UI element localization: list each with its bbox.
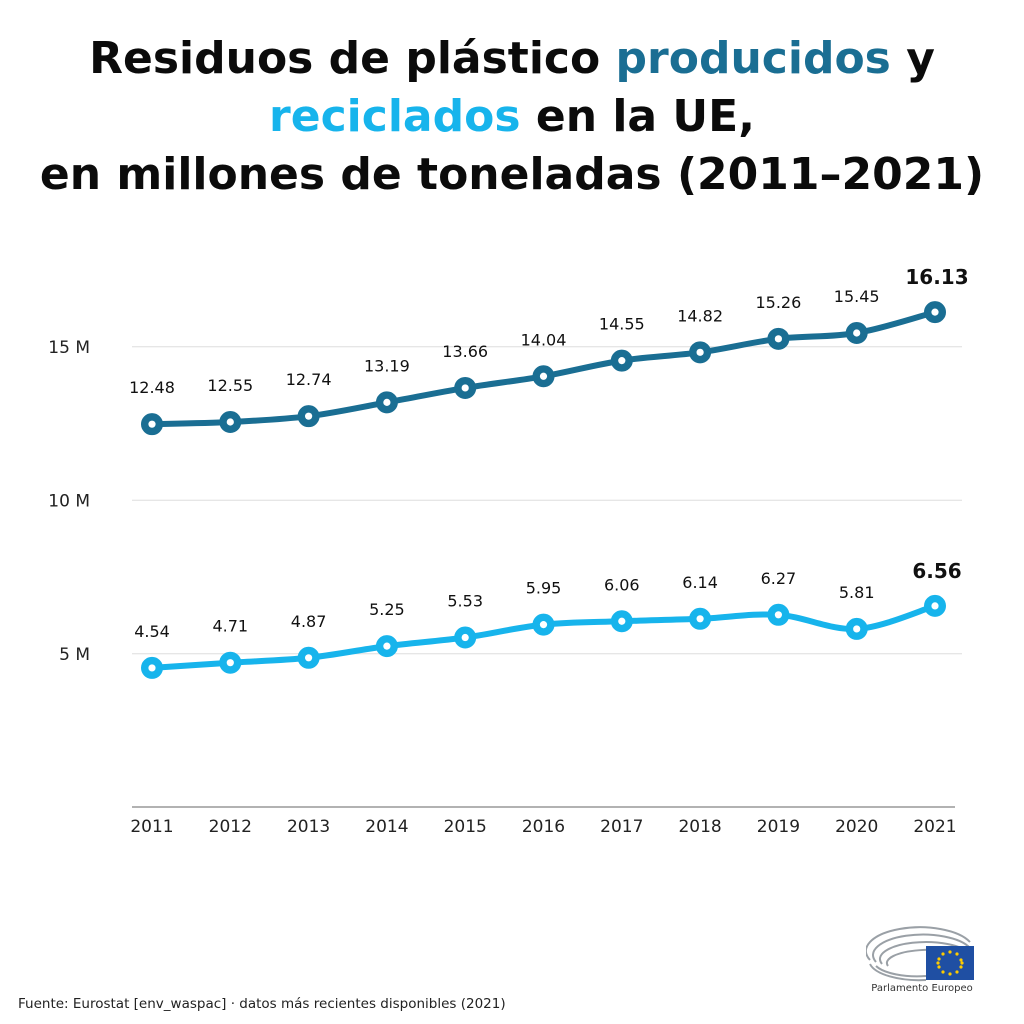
x-tick-label: 2014 <box>365 817 408 837</box>
data-label-reciclados: 6.06 <box>604 575 640 594</box>
data-point-center-reciclados <box>931 602 939 610</box>
eu-stars-icon <box>936 950 964 976</box>
title-produced-word: producidos <box>615 33 891 84</box>
title-part-1: Residuos de plástico <box>89 33 616 84</box>
x-tick-label: 2017 <box>600 817 643 837</box>
data-label-producidos: 12.55 <box>207 376 253 395</box>
data-label-reciclados: 5.25 <box>369 600 405 619</box>
title-line-3: en millones de toneladas (2011–2021) <box>39 149 985 200</box>
data-point-center-producidos <box>226 418 234 426</box>
title-part-2: y <box>890 33 935 84</box>
data-point-center-producidos <box>618 357 626 365</box>
logo-text: Parlamento Europeo <box>871 983 973 994</box>
y-tick-label: 5 M <box>59 645 90 665</box>
y-tick-label: 10 M <box>48 491 90 511</box>
data-point-center-producidos <box>148 420 156 428</box>
data-point-center-reciclados <box>461 633 469 642</box>
title-part-3: en la UE, <box>520 91 755 142</box>
x-tick-label: 2016 <box>522 817 565 837</box>
data-label-producidos: 13.66 <box>442 342 488 361</box>
x-tick-label: 2018 <box>678 817 721 837</box>
data-label-producidos: 12.74 <box>286 370 332 389</box>
data-point-center-reciclados <box>539 621 548 629</box>
data-label-producidos: 15.45 <box>834 287 880 306</box>
data-point-center-producidos <box>383 398 391 406</box>
data-point-center-producidos <box>853 329 861 337</box>
x-tick-label: 2015 <box>444 817 487 837</box>
x-tick-label: 2011 <box>130 817 173 837</box>
y-tick-label: 15 M <box>48 338 90 358</box>
data-label-reciclados: 4.54 <box>134 622 170 641</box>
x-tick-label: 2020 <box>835 817 878 837</box>
data-label-producidos: 14.04 <box>521 330 567 349</box>
x-tick-label: 2013 <box>287 817 330 837</box>
title-recycled-word: reciclados <box>269 91 521 142</box>
data-label-reciclados: 6.14 <box>682 573 718 592</box>
x-tick-label: 2021 <box>913 817 956 837</box>
data-label-reciclados: 4.71 <box>212 617 248 636</box>
data-label-reciclados: 5.95 <box>526 579 562 598</box>
x-tick-label: 2019 <box>757 817 800 837</box>
data-label-reciclados: 4.87 <box>291 612 327 631</box>
data-label-producidos: 12.48 <box>129 378 175 397</box>
data-point-center-reciclados <box>696 615 704 623</box>
data-point-center-producidos <box>539 372 548 380</box>
data-label-producidos: 16.13 <box>905 265 968 289</box>
data-label-reciclados: 6.56 <box>912 559 961 583</box>
data-label-producidos: 13.19 <box>364 356 410 375</box>
parliament-logo <box>866 926 974 982</box>
data-label-reciclados: 6.27 <box>761 569 797 588</box>
data-point-center-reciclados <box>305 654 313 662</box>
data-point-center-reciclados <box>618 617 626 625</box>
data-label-reciclados: 5.53 <box>447 592 483 611</box>
data-point-center-reciclados <box>148 664 156 672</box>
data-point-center-reciclados <box>853 625 861 633</box>
data-point-center-producidos <box>305 412 313 420</box>
data-label-producidos: 14.55 <box>599 315 645 334</box>
chart-title: Residuos de plástico producidos y recicl… <box>0 30 1024 204</box>
x-tick-label: 2012 <box>209 817 252 837</box>
data-point-center-reciclados <box>383 642 391 650</box>
source-note: Fuente: Eurostat [env_waspac] · datos má… <box>18 996 506 1012</box>
data-point-center-reciclados <box>226 659 234 667</box>
data-label-producidos: 15.26 <box>755 293 801 312</box>
data-point-center-producidos <box>696 348 704 356</box>
data-label-reciclados: 5.81 <box>839 583 875 602</box>
data-label-producidos: 14.82 <box>677 306 723 325</box>
data-point-center-producidos <box>461 384 469 392</box>
data-point-center-producidos <box>931 308 939 316</box>
data-point-center-producidos <box>774 335 783 343</box>
data-point-center-reciclados <box>774 611 783 619</box>
